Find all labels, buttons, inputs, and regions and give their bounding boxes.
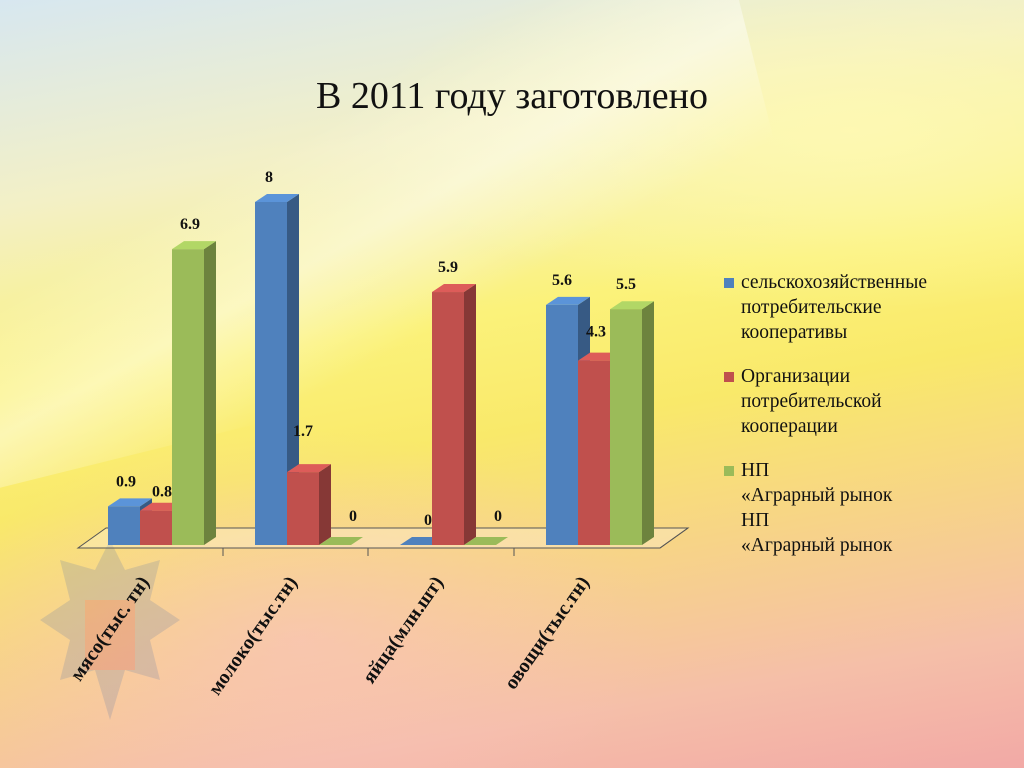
category-label: овощи(тыс.тн) (500, 572, 594, 693)
data-label: 4.3 (586, 324, 606, 341)
bar (108, 506, 140, 545)
bar (610, 309, 642, 545)
legend-line: потребительской (741, 391, 882, 412)
bar-top (287, 464, 331, 473)
legend-line: потребительские (741, 297, 882, 318)
legend-item-agrarian-market: НП «Аграрный рынок НП «Аграрный рынок (724, 458, 1014, 558)
legend-item-organizations: Организации потребительской кооперации (724, 364, 1014, 439)
bar-side (287, 194, 299, 545)
bar-top (432, 284, 476, 293)
legend-line: Организации (741, 366, 851, 387)
category-label: молоко(тыс.тн) (204, 572, 302, 699)
bar-top (255, 194, 299, 202)
legend-swatch (724, 466, 734, 476)
legend-swatch (724, 372, 734, 382)
data-label: 0.9 (116, 473, 136, 490)
category-label: мясо(тыс. тн) (66, 572, 154, 685)
data-label: 8 (265, 169, 273, 186)
bar-top (172, 241, 216, 250)
chart-title: В 2011 году заготовлено (315, 75, 709, 117)
bar-top (610, 301, 654, 310)
bar-side (642, 301, 654, 545)
data-label: 0 (424, 512, 432, 529)
bar (432, 292, 464, 545)
data-label: 0 (494, 508, 502, 525)
data-label: 5.5 (616, 276, 636, 293)
category-label: яйца(млн.шт) (358, 572, 448, 687)
legend-line: НП (741, 460, 770, 481)
data-label: 1.7 (293, 423, 313, 440)
legend-line: НП (741, 510, 770, 531)
x-axis-depth (659, 527, 689, 549)
legend-item-cooperatives: сельскохозяйственные потребительские коо… (724, 270, 1014, 345)
bar (464, 537, 508, 545)
legend-swatch (724, 278, 734, 288)
bar (255, 202, 287, 545)
legend-line: кооперативы (741, 322, 848, 343)
data-label: 5.6 (552, 272, 572, 289)
legend-line: сельскохозяйственные (741, 272, 927, 293)
bar (172, 249, 204, 545)
data-label: 0.8 (152, 484, 172, 501)
bar (319, 537, 363, 545)
bar (140, 510, 172, 545)
bar-top (546, 296, 590, 305)
data-label: 5.9 (438, 259, 458, 276)
bar-side (464, 284, 476, 545)
bar (578, 360, 610, 545)
bar (287, 472, 319, 545)
data-label: 0 (349, 508, 357, 525)
legend-line: кооперации (741, 416, 838, 437)
bar-top (108, 498, 152, 507)
legend-line: «Аграрный рынок (741, 485, 893, 506)
bar (546, 304, 578, 545)
data-label: 6.9 (180, 216, 200, 233)
chart-legend: сельскохозяйственные потребительские коо… (724, 270, 1014, 577)
legend-line: «Аграрный рынок (741, 535, 893, 556)
bar-side (204, 241, 216, 545)
coat-of-arms-watermark (40, 540, 180, 720)
bar-side (319, 464, 331, 545)
